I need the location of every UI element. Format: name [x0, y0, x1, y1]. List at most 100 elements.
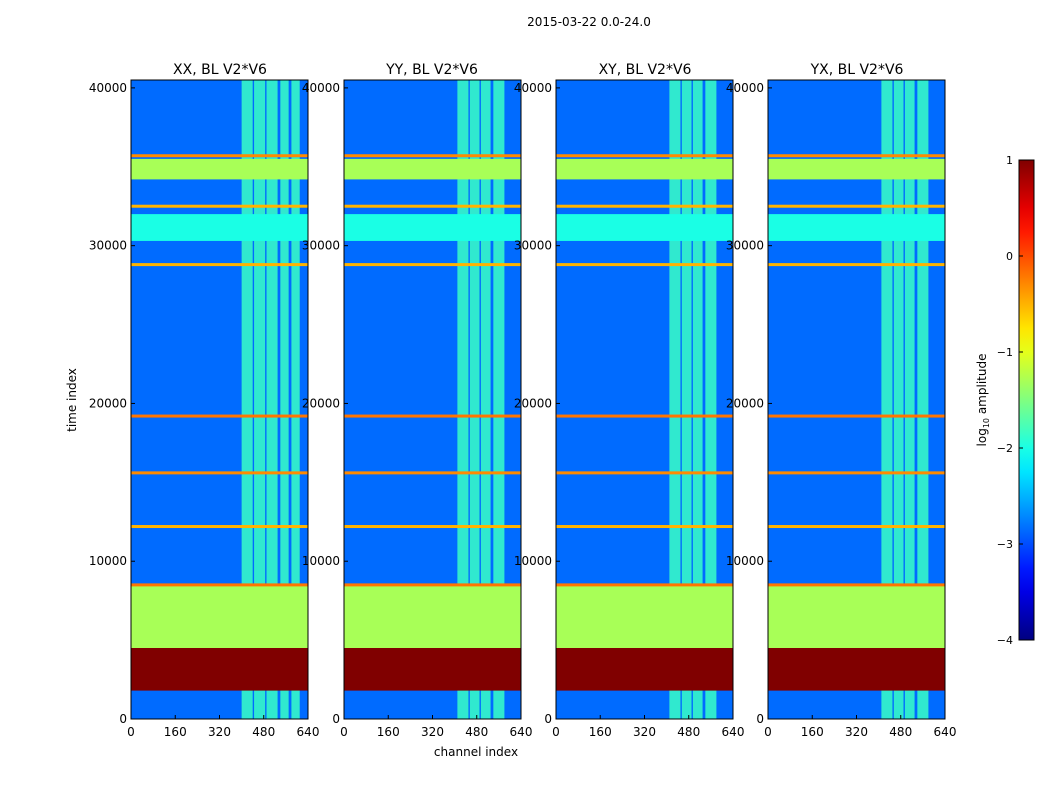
colorbar-ticks: 1 0 −1 −2 −3 −4 — [997, 154, 1023, 647]
x-tick-label: 640 — [510, 725, 533, 739]
heatmap-area — [555, 79, 734, 720]
channel-column — [669, 80, 681, 719]
x-tick-label: 0 — [552, 725, 560, 739]
x-tick-label: 0 — [340, 725, 348, 739]
colorbar-tick-label: 0 — [1006, 250, 1013, 263]
x-tick-label: 320 — [633, 725, 656, 739]
figure-title: 2015-03-22 0.0-24.0 — [527, 15, 651, 29]
time-band — [556, 648, 733, 691]
y-tick-label: 40000 — [726, 81, 764, 95]
colorbar-tick-label: 1 — [1006, 154, 1013, 167]
time-band — [344, 158, 521, 180]
channel-column — [280, 80, 289, 719]
y-tick-label: 10000 — [514, 554, 552, 568]
heatmap-area — [767, 79, 946, 720]
time-band — [768, 584, 945, 648]
time-band — [556, 584, 733, 648]
panel-xy: XY, BL V2*V6 0 160 320 480 640 0 10000 20000 30… — [514, 62, 745, 739]
x-tick-label: 0 — [127, 725, 135, 739]
rfi-line — [768, 154, 945, 158]
y-tick-label: 30000 — [514, 239, 552, 253]
y-tick-label: 20000 — [514, 396, 552, 410]
x-tick-label: 160 — [164, 725, 187, 739]
y-tick-label: 30000 — [726, 239, 764, 253]
time-band — [768, 158, 945, 180]
colorbar-gradient — [1018, 159, 1035, 641]
y-tick-label: 20000 — [726, 396, 764, 410]
y-tick-label: 10000 — [89, 554, 127, 568]
rfi-line — [556, 414, 733, 418]
time-band — [344, 584, 521, 648]
rfi-line — [768, 525, 945, 529]
rfi-line — [344, 204, 521, 208]
channel-column — [241, 80, 253, 719]
colorbar-tick-label: −1 — [997, 346, 1013, 359]
colorbar: 1 0 −1 −2 −3 −4 log10 amplitude — [975, 154, 1035, 647]
rfi-line — [556, 525, 733, 529]
x-tick-label: 160 — [589, 725, 612, 739]
rfi-line — [768, 263, 945, 267]
rfi-line — [344, 583, 521, 587]
x-tick-label: 320 — [208, 725, 231, 739]
time-band — [131, 214, 308, 241]
x-tick-label: 480 — [889, 725, 912, 739]
rfi-line — [344, 414, 521, 418]
channel-column — [493, 80, 505, 719]
channel-column — [692, 80, 703, 719]
channel-column — [469, 80, 480, 719]
y-ticks: 0 10000 20000 30000 40000 — [726, 81, 772, 726]
y-tick-label: 0 — [119, 712, 127, 726]
time-band — [768, 648, 945, 691]
channel-column — [881, 80, 893, 719]
time-band — [556, 214, 733, 241]
x-tick-label: 640 — [297, 725, 320, 739]
channel-column — [917, 80, 929, 719]
y-tick-label: 0 — [332, 712, 340, 726]
rfi-line — [768, 204, 945, 208]
rfi-line — [131, 204, 308, 208]
heatmap-area — [343, 79, 522, 720]
y-tick-label: 10000 — [726, 554, 764, 568]
channel-column — [705, 80, 717, 719]
panel-yx: YX, BL V2*V6 0 160 320 480 640 0 10000 20000 30… — [726, 62, 957, 739]
time-band — [768, 214, 945, 241]
y-tick-label: 40000 — [89, 81, 127, 95]
rfi-line — [131, 525, 308, 529]
rfi-line — [344, 154, 521, 158]
colorbar-label: log10 amplitude — [975, 354, 991, 447]
time-band — [131, 584, 308, 648]
heatmap-area — [130, 79, 309, 720]
y-tick-label: 20000 — [89, 396, 127, 410]
y-tick-label: 30000 — [89, 239, 127, 253]
channel-column — [893, 80, 904, 719]
x-tick-label: 480 — [252, 725, 275, 739]
x-tick-label: 0 — [764, 725, 772, 739]
x-ticks: 0 160 320 480 640 — [764, 715, 956, 739]
y-tick-label: 10000 — [302, 554, 340, 568]
y-tick-label: 40000 — [514, 81, 552, 95]
rfi-line — [131, 414, 308, 418]
rfi-line — [768, 414, 945, 418]
x-ticks: 0 160 320 480 640 — [340, 715, 532, 739]
colorbar-tick-label: −3 — [997, 538, 1013, 551]
rfi-line — [768, 471, 945, 475]
channel-column — [291, 80, 300, 719]
x-axis-label: channel index — [434, 745, 518, 759]
time-band — [344, 214, 521, 241]
panel-title: XX, BL V2*V6 — [173, 62, 267, 78]
y-ticks: 0 10000 20000 30000 40000 — [302, 81, 348, 726]
y-tick-label: 0 — [544, 712, 552, 726]
y-ticks: 0 10000 20000 30000 40000 — [514, 81, 560, 726]
x-tick-label: 480 — [465, 725, 488, 739]
colorbar-tick-label: −4 — [997, 634, 1013, 647]
x-tick-label: 640 — [934, 725, 957, 739]
channel-column — [904, 80, 915, 719]
rfi-line — [556, 583, 733, 587]
rfi-line — [556, 471, 733, 475]
rfi-line — [131, 471, 308, 475]
channel-column — [681, 80, 692, 719]
rfi-line — [556, 263, 733, 267]
x-tick-label: 640 — [722, 725, 745, 739]
y-ticks: 0 10000 20000 30000 40000 — [89, 81, 135, 726]
